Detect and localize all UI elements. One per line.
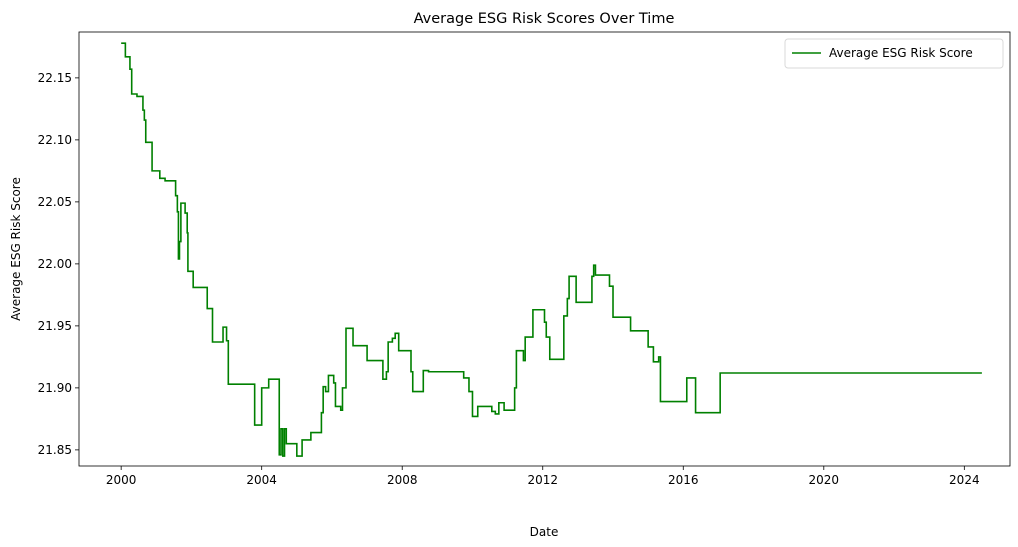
x-tick-label: 2012	[527, 473, 558, 487]
x-tick-label: 2000	[106, 473, 137, 487]
x-tick-label: 2024	[949, 473, 980, 487]
x-axis-ticks: 2000 2004 2008 2012 2016 2020 2024	[106, 466, 980, 487]
legend-box	[784, 38, 1004, 69]
x-tick-label: 2020	[809, 473, 840, 487]
plot-area	[79, 32, 1010, 466]
x-tick-label: 2016	[668, 473, 699, 487]
x-tick-label: 2004	[246, 473, 277, 487]
x-axis-title: Date	[530, 525, 559, 539]
plot-frame	[78, 31, 1011, 467]
y-tick-label: 21.85	[38, 443, 72, 457]
y-tick-label: 21.90	[38, 381, 72, 395]
y-axis-ticks: 21.85 21.90 21.95 22.00 22.05 22.10 22.15	[38, 71, 79, 457]
chart-title: Average ESG Risk Scores Over Time	[414, 11, 675, 27]
legend: Average ESG Risk Score	[784, 38, 1004, 69]
y-tick-label: 22.10	[38, 133, 72, 147]
y-tick-label: 22.00	[38, 257, 72, 271]
y-tick-label: 22.15	[38, 71, 72, 85]
x-tick-label: 2008	[387, 473, 418, 487]
y-tick-label: 22.05	[38, 195, 72, 209]
legend-label: Average ESG Risk Score	[829, 46, 973, 60]
series-line-average-esg-risk-score	[121, 42, 982, 457]
y-tick-label: 21.95	[38, 319, 72, 333]
y-axis-title: Average ESG Risk Score	[9, 177, 23, 321]
